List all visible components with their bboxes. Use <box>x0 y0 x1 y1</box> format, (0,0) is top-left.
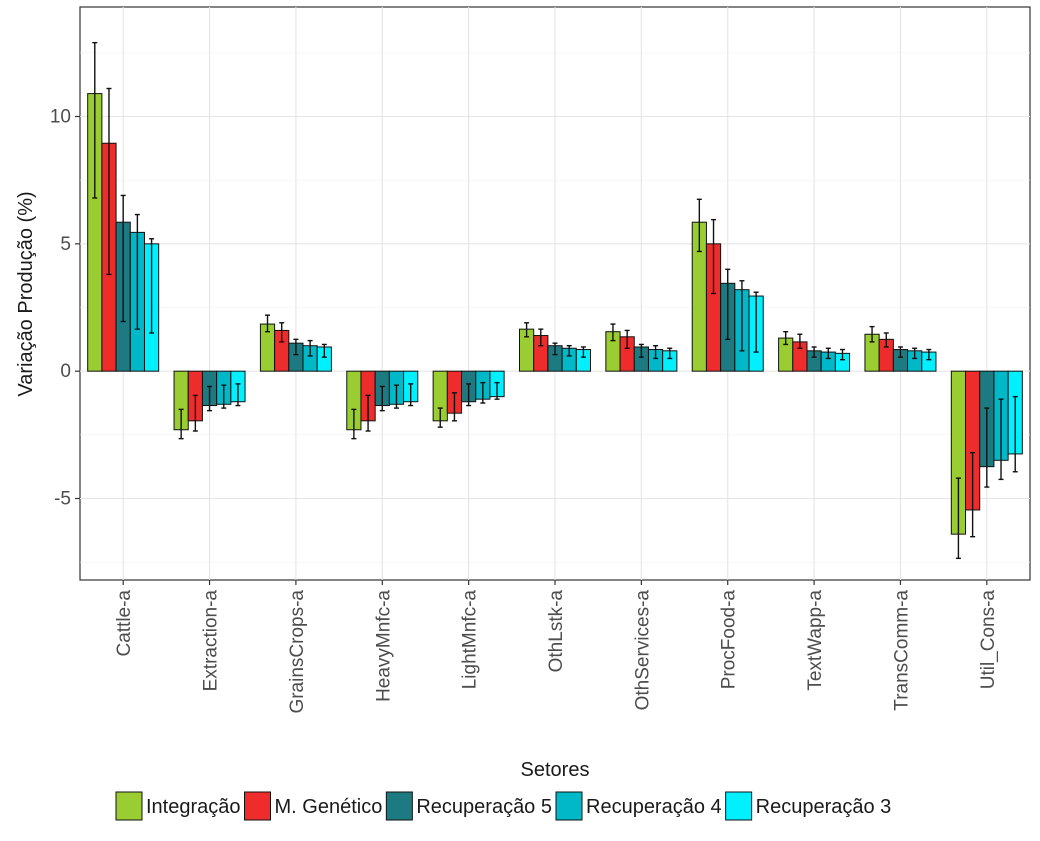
error-bar <box>120 194 126 323</box>
error-bar <box>307 339 313 357</box>
x-axis-title: Setores <box>521 759 590 781</box>
error-bar <box>825 347 831 360</box>
error-bar <box>869 325 875 343</box>
error-bar <box>998 398 1004 481</box>
error-bar <box>538 328 544 347</box>
error-bar <box>451 392 457 422</box>
error-bar <box>970 451 976 538</box>
error-bar <box>365 394 371 432</box>
error-bar <box>106 87 112 276</box>
error-bar <box>480 381 486 404</box>
error-bar <box>897 346 903 358</box>
error-bar <box>839 348 845 361</box>
legend-label: Recuperação 4 <box>586 796 722 818</box>
legend-key <box>555 791 583 821</box>
y-tick-label: 5 <box>60 234 71 255</box>
error-bar <box>753 291 759 353</box>
x-tick-label: OthServices-a <box>632 590 653 711</box>
legend-item: Recuperação 5 <box>385 791 552 821</box>
error-bar <box>279 322 285 343</box>
legend-key <box>725 791 753 821</box>
error-bar <box>1012 395 1018 473</box>
error-bar <box>437 407 443 428</box>
error-bar <box>711 218 717 295</box>
error-bar <box>192 394 198 432</box>
x-tick-label: ProcFood-a <box>719 590 740 690</box>
legend-key <box>115 791 143 821</box>
y-axis-title: Variação Produção (%) <box>15 191 37 396</box>
error-bar <box>321 343 327 358</box>
legend-key <box>385 791 413 821</box>
x-tick-label: GrainsCrops-a <box>287 590 308 714</box>
error-bar <box>883 332 889 348</box>
error-bar <box>351 408 357 440</box>
error-bar <box>696 198 702 253</box>
error-bar <box>725 268 731 341</box>
error-bars <box>92 41 1018 560</box>
legend: Integração M. Genético Recuperação 5 Recupe… <box>115 791 892 821</box>
x-tick-label: Util_Cons-a <box>978 590 999 690</box>
x-tick-label: Extraction-a <box>201 590 222 692</box>
error-bar <box>92 41 98 199</box>
error-bar <box>379 385 385 412</box>
y-tick-label: -5 <box>54 489 71 510</box>
error-bar <box>221 384 227 409</box>
error-bar <box>494 381 500 400</box>
error-bar <box>926 348 932 361</box>
legend-label: M. Genético <box>275 796 383 818</box>
error-bar <box>178 408 184 440</box>
error-bar <box>610 323 616 342</box>
x-tick-label: OthLstk-a <box>546 590 567 673</box>
error-bar <box>552 342 558 356</box>
y-tick-label: 0 <box>60 361 71 382</box>
error-bar <box>265 314 271 333</box>
error-bar <box>797 333 803 349</box>
x-axis: Cattle-a Extraction-a GrainsCrops-a HeavyMn… <box>114 580 999 714</box>
error-bar <box>667 347 673 360</box>
legend-label: Recuperação 3 <box>756 796 892 818</box>
x-tick-label: TransComm-a <box>891 590 912 711</box>
legend-item: M. Genético <box>244 791 383 821</box>
x-tick-label: TextWapp-a <box>805 590 826 691</box>
error-bar <box>624 329 630 349</box>
error-bar <box>638 343 644 358</box>
error-bar <box>984 407 990 488</box>
legend-item: Integração <box>115 791 241 821</box>
error-bar <box>408 383 414 407</box>
error-bar <box>524 322 530 338</box>
error-bar <box>811 346 817 358</box>
x-tick-label: LightMnfc-a <box>460 590 481 690</box>
y-axis: -5 0 5 10 <box>50 107 80 510</box>
error-bar <box>739 280 745 352</box>
error-bar <box>653 345 659 360</box>
x-tick-label: HeavyMnfc-a <box>373 590 394 702</box>
legend-label: Recuperação 5 <box>416 796 552 818</box>
error-bar <box>149 238 155 334</box>
error-bar <box>207 385 213 412</box>
legend-key <box>244 791 272 821</box>
legend-item: Recuperação 4 <box>555 791 722 821</box>
error-bar <box>235 383 241 407</box>
legend-label: Integração <box>146 796 241 818</box>
error-bar <box>955 477 961 560</box>
error-bar <box>293 338 299 356</box>
error-bar <box>393 384 399 409</box>
y-tick-label: 10 <box>50 107 71 128</box>
error-bar <box>466 383 472 407</box>
legend-item: Recuperação 3 <box>725 791 892 821</box>
error-bar <box>134 213 140 330</box>
error-bar <box>580 346 586 358</box>
error-bar <box>783 331 789 346</box>
error-bar <box>912 347 918 360</box>
x-tick-label: Cattle-a <box>114 590 135 657</box>
error-bar <box>566 345 572 357</box>
